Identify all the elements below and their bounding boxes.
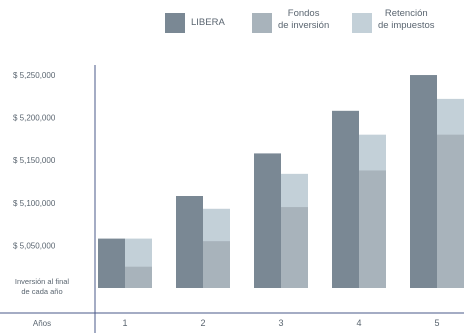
bar-libera-4 [332, 110, 359, 288]
y-tick-label: $ 5,200,000 [13, 114, 56, 123]
x-tick-label: 3 [278, 318, 283, 328]
bar-libera-2 [176, 196, 203, 288]
legend-swatch-retencion [352, 13, 372, 33]
y-tick-label: $ 5,150,000 [13, 156, 56, 165]
bar-fondos-1 [125, 266, 152, 288]
legend-item-fondos: Fondos de inversión [252, 8, 329, 33]
x-tick-label: 2 [200, 318, 205, 328]
legend-swatch-libera [165, 13, 185, 33]
legend: LIBERA Fondos de inversión Retención de … [0, 8, 464, 42]
x-tick-label: 5 [434, 318, 439, 328]
bar-fondos-2 [203, 241, 230, 288]
bar-fondos-3 [281, 207, 308, 288]
x-tick-label: 1 [122, 318, 127, 328]
x-tick-label: 4 [356, 318, 361, 328]
legend-item-retencion: Retención de impuestos [352, 8, 435, 33]
legend-swatch-fondos [252, 13, 272, 33]
legend-label-retencion: Retención de impuestos [378, 8, 435, 31]
bar-fondos-4 [359, 170, 386, 288]
y-bottom-label-line1: Inversión al final [15, 277, 70, 286]
bar-libera-3 [254, 153, 281, 288]
legend-label-libera: LIBERA [191, 17, 225, 28]
legend-item-libera: LIBERA [165, 8, 225, 33]
y-bottom-label-line2: de cada año [21, 287, 62, 296]
y-tick-label: $ 5,050,000 [13, 241, 56, 250]
y-tick-label: $ 5,250,000 [13, 71, 56, 80]
legend-label-fondos: Fondos de inversión [278, 8, 330, 31]
bar-libera-5 [410, 75, 437, 288]
bar-libera-1 [98, 238, 125, 288]
y-tick-label: $ 5,100,000 [13, 199, 56, 208]
x-row-label: Años [33, 319, 51, 328]
bar-fondos-5 [437, 134, 464, 288]
